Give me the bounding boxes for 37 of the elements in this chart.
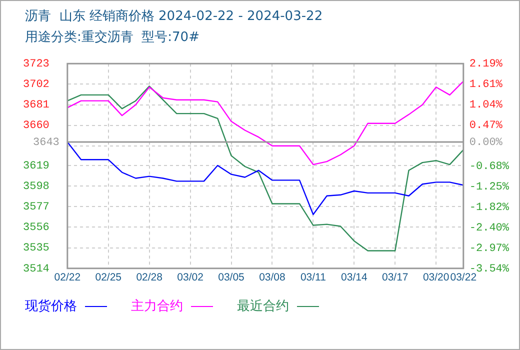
y-tick-label: 3660	[23, 120, 50, 132]
y-tick-label: 3702	[23, 79, 50, 92]
y2-tick-label: 0.00%	[469, 136, 503, 149]
x-tick-label: 02/22	[54, 272, 81, 284]
y2-tick-label: -2.97%	[469, 242, 510, 255]
ref-line-label: 3643	[33, 136, 60, 149]
y-tick-label: 3598	[23, 180, 50, 193]
legend-label: 现货价格	[25, 298, 77, 315]
y-tick-label: 3681	[23, 100, 50, 112]
y2-tick-label: 1.04%	[469, 100, 503, 112]
x-tick-label: 03/11	[300, 272, 326, 284]
x-tick-label: 03/22	[450, 272, 477, 284]
y-tick-label: 3535	[23, 242, 50, 255]
y2-tick-label: 0.47%	[469, 120, 503, 132]
y-tick-label: 3577	[23, 202, 50, 214]
y2-tick-label: -1.25%	[469, 181, 510, 194]
x-tick-label: 03/17	[382, 272, 408, 284]
y2-tick-label: -2.40%	[469, 222, 510, 235]
chart-subtitle: 用途分类:重交沥青 型号:70#	[25, 29, 200, 46]
x-tick-label: 03/02	[177, 272, 204, 284]
x-tick-label: 03/20	[422, 272, 450, 284]
x-tick-label: 03/14	[341, 272, 368, 284]
y2-tick-label: 2.19%	[469, 58, 503, 71]
y2-tick-label: -0.68%	[469, 161, 510, 174]
legend-label: 主力合约	[131, 298, 183, 315]
x-tick-label: 02/28	[136, 272, 163, 284]
x-tick-label: 02/25	[95, 272, 122, 284]
chart-title: 沥青 山东 经销商价格 2024-02-22 - 2024-03-22	[25, 8, 323, 25]
legend-label: 最近合约	[237, 298, 289, 315]
y-tick-label: 3556	[23, 222, 50, 234]
y2-tick-label: 1.61%	[469, 79, 503, 92]
y-tick-label: 3723	[23, 58, 50, 71]
x-tick-label: 03/05	[218, 272, 245, 284]
y-tick-label: 3619	[23, 160, 50, 172]
y2-tick-label: -1.82%	[469, 202, 510, 214]
y-tick-label: 3514	[23, 263, 50, 276]
x-tick-label: 03/08	[259, 272, 286, 284]
